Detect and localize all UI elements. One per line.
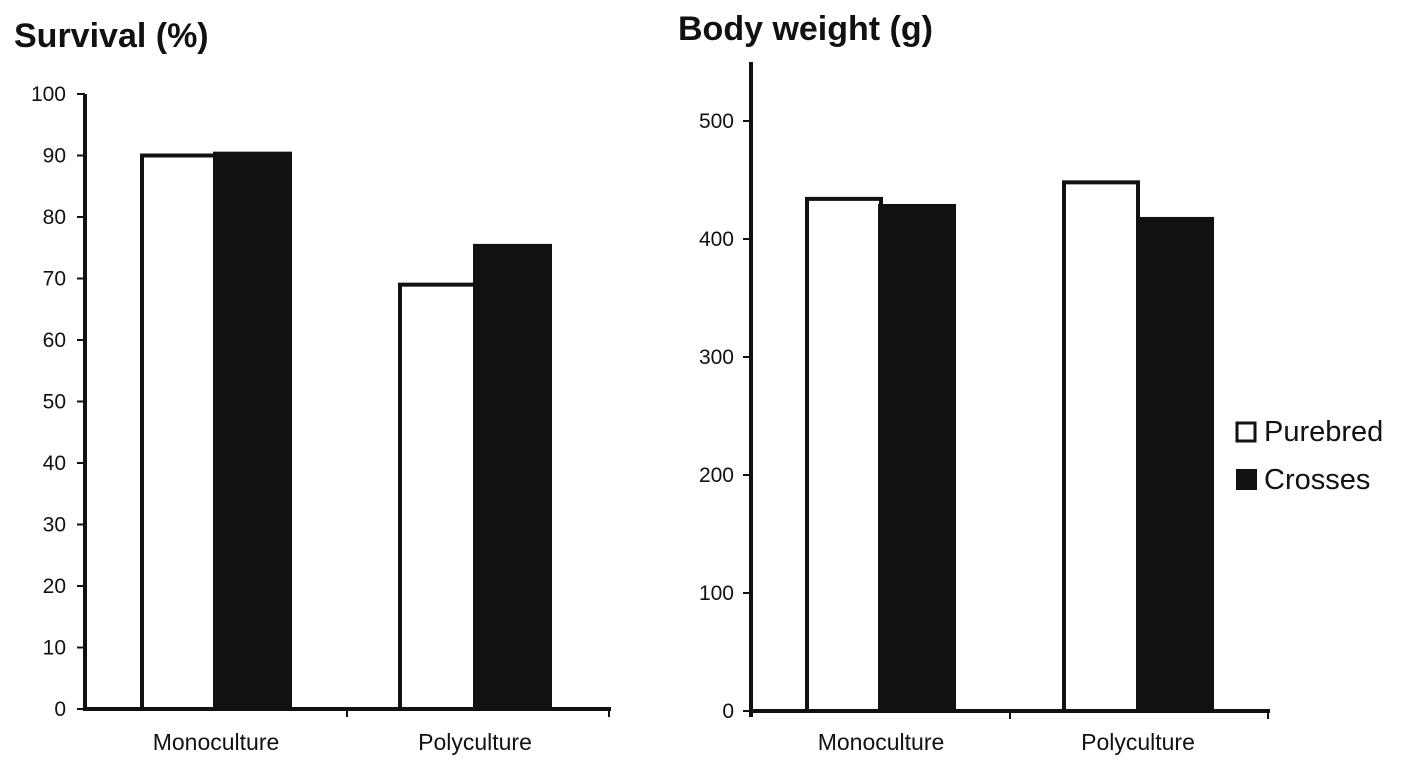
body-weight-y-tick-label: 500 (699, 110, 734, 133)
survival-category-label: Monoculture (153, 729, 280, 755)
body-weight-bar-crosses-monoculture (878, 203, 956, 714)
body-weight-bar-crosses-polyculture (1136, 216, 1214, 713)
body-weight-y-tick-label: 0 (722, 700, 734, 723)
body-weight-bar-purebred-monoculture (805, 196, 883, 713)
survival-y-tick-label: 0 (54, 698, 66, 721)
survival-y-tick-label: 20 (43, 575, 66, 598)
survival-y-tick-label: 80 (43, 206, 66, 229)
survival-y-tick-label: 90 (43, 145, 66, 168)
survival-y-tick-label: 40 (43, 452, 66, 475)
survival-bars (140, 151, 552, 711)
legend: Purebred Crosses (1235, 416, 1383, 496)
survival-bar-crosses-polyculture (473, 243, 552, 711)
body-weight-y-tick-label: 100 (699, 582, 734, 605)
body-weight-y-tick-label: 200 (699, 464, 734, 487)
legend-swatch-purebred (1235, 421, 1257, 443)
survival-bar-purebred-polyculture (398, 282, 477, 711)
survival-y-tick-label: 100 (31, 83, 66, 106)
body-weight-y-tick-label: 300 (699, 346, 734, 369)
body-weight-y-ticks: 0 100 200 300 400 500 (699, 110, 751, 723)
body-weight-category-label: Monoculture (818, 729, 945, 755)
body-weight-chart: Body weight (g) 0 100 200 300 400 500 Monocul… (678, 10, 1270, 755)
legend-label-purebred: Purebred (1264, 416, 1383, 448)
survival-chart: Survival (%) 0 10 20 30 40 50 60 70 80 90 100 Mono… (14, 17, 611, 755)
survival-y-tick-label: 60 (43, 329, 66, 352)
body-weight-bars (805, 180, 1214, 714)
survival-y-tick-label: 10 (43, 637, 66, 660)
survival-y-tick-label: 30 (43, 514, 66, 537)
legend-label-crosses: Crosses (1264, 464, 1370, 496)
legend-swatch-crosses (1236, 469, 1257, 490)
survival-y-ticks: 0 10 20 30 40 50 60 70 80 90 100 (31, 83, 85, 721)
survival-bar-crosses-monoculture (213, 151, 292, 711)
body-weight-category-label: Polyculture (1081, 729, 1195, 755)
survival-chart-title: Survival (%) (14, 17, 209, 55)
survival-y-tick-label: 70 (43, 268, 66, 291)
body-weight-chart-title: Body weight (g) (678, 10, 933, 48)
body-weight-y-tick-label: 400 (699, 228, 734, 251)
body-weight-bar-purebred-polyculture (1062, 180, 1140, 714)
survival-bar-purebred-monoculture (140, 153, 219, 711)
survival-y-tick-label: 50 (43, 391, 66, 414)
survival-category-label: Polyculture (418, 729, 532, 755)
